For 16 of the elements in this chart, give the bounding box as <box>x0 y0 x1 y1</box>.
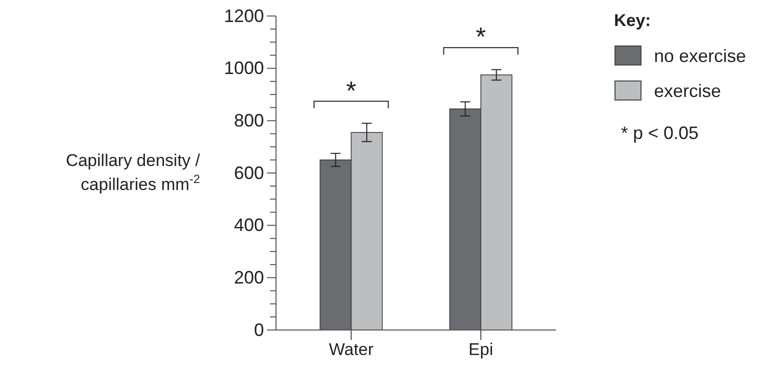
y-tick-label: 600 <box>234 162 264 183</box>
x-tick-label: Water <box>328 340 374 360</box>
x-tick-label: Epi <box>468 340 494 360</box>
legend-title: Key: <box>614 11 651 30</box>
y-tick-label: 400 <box>234 215 264 236</box>
y-tick-label: 800 <box>234 110 264 130</box>
text: * p < 0.05 <box>621 123 699 143</box>
annotation: * <box>476 22 486 52</box>
legend-label: exercise <box>654 81 722 101</box>
y-tick-label: 0 <box>254 320 264 340</box>
y-axis-title: Capillary density / capillaries mm$^{-2}$ <box>66 151 200 194</box>
annotation: * <box>346 75 356 106</box>
y-tick-label: 1200 <box>224 6 264 26</box>
legend-label: no exercise <box>654 46 746 66</box>
y-tick-label: 1000 <box>224 58 264 78</box>
y-tick-label: 200 <box>234 267 264 288</box>
